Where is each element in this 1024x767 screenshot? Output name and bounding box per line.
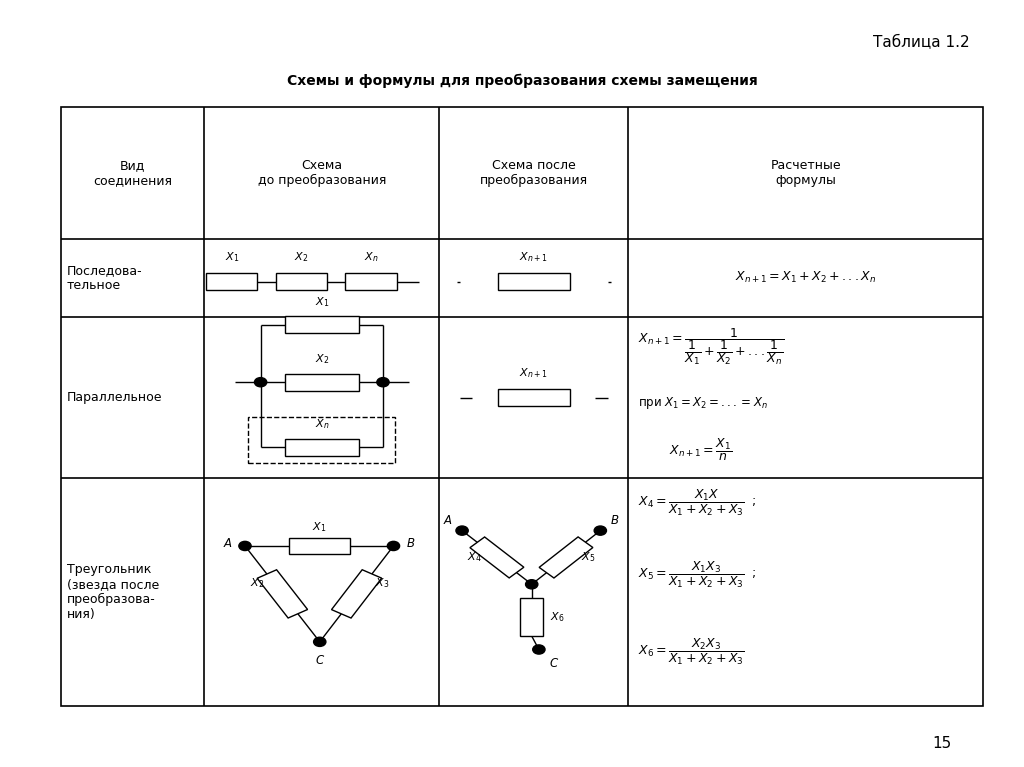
Text: $X_1$: $X_1$ bbox=[314, 295, 329, 308]
Bar bbox=[540, 537, 593, 578]
Text: Треугольник
(звезда после
преобразова-
ния): Треугольник (звезда после преобразова- н… bbox=[67, 563, 159, 621]
Circle shape bbox=[387, 542, 399, 551]
Circle shape bbox=[313, 637, 326, 647]
Bar bbox=[285, 374, 358, 390]
Text: Схема после
преобразования: Схема после преобразования bbox=[479, 159, 588, 187]
Text: Последова-
тельное: Последова- тельное bbox=[67, 264, 142, 292]
Bar bbox=[520, 597, 543, 636]
Bar bbox=[206, 273, 257, 290]
Circle shape bbox=[532, 645, 545, 654]
Circle shape bbox=[594, 526, 606, 535]
Bar bbox=[498, 273, 569, 290]
Text: B: B bbox=[407, 537, 415, 550]
Text: $X_n$: $X_n$ bbox=[314, 417, 329, 431]
Circle shape bbox=[377, 377, 389, 387]
Text: Расчетные
формулы: Расчетные формулы bbox=[770, 160, 841, 187]
Circle shape bbox=[456, 526, 468, 535]
Text: $X_3$: $X_3$ bbox=[375, 576, 389, 590]
Text: C: C bbox=[549, 657, 557, 670]
Text: B: B bbox=[610, 514, 618, 527]
Text: $X_6$: $X_6$ bbox=[550, 610, 564, 624]
Text: $X_{n+1}$: $X_{n+1}$ bbox=[519, 366, 548, 380]
Text: A: A bbox=[223, 537, 231, 550]
Bar bbox=[285, 316, 358, 333]
Text: $X_{n+1}=\dfrac{1}{\dfrac{1}{X_1}+\dfrac{1}{X_2}+...\dfrac{1}{X_n}}$: $X_{n+1}=\dfrac{1}{\dfrac{1}{X_1}+\dfrac… bbox=[639, 326, 785, 367]
Bar bbox=[275, 273, 327, 290]
Text: $X_1$: $X_1$ bbox=[224, 250, 239, 264]
Text: $X_2$: $X_2$ bbox=[250, 576, 264, 590]
Text: $X_2$: $X_2$ bbox=[314, 352, 329, 366]
Text: $X_n$: $X_n$ bbox=[364, 250, 378, 264]
Text: $X_4=\dfrac{X_1 X}{X_1+X_2+X_3}$  ;: $X_4=\dfrac{X_1 X}{X_1+X_2+X_3}$ ; bbox=[639, 488, 757, 518]
Text: $X_2$: $X_2$ bbox=[294, 250, 308, 264]
Text: Вид
соединения: Вид соединения bbox=[93, 160, 172, 187]
Text: $X_{n+1}=\dfrac{X_1}{n}$: $X_{n+1}=\dfrac{X_1}{n}$ bbox=[670, 437, 732, 463]
Bar bbox=[332, 570, 382, 618]
Text: Таблица 1.2: Таблица 1.2 bbox=[873, 35, 970, 50]
Text: C: C bbox=[315, 654, 324, 667]
Text: A: A bbox=[443, 514, 452, 527]
Bar bbox=[470, 537, 524, 578]
Bar bbox=[248, 416, 395, 463]
Text: $X_5$: $X_5$ bbox=[582, 551, 596, 565]
Text: $X_1$: $X_1$ bbox=[312, 520, 327, 534]
Text: $X_{n+1}$: $X_{n+1}$ bbox=[519, 250, 548, 264]
Bar bbox=[345, 273, 396, 290]
Text: Схема
до преобразования: Схема до преобразования bbox=[258, 159, 386, 187]
Bar bbox=[285, 439, 358, 456]
Bar bbox=[498, 389, 569, 406]
Text: $X_5=\dfrac{X_1 X_3}{X_1+X_2+X_3}$  ;: $X_5=\dfrac{X_1 X_3}{X_1+X_2+X_3}$ ; bbox=[639, 561, 757, 591]
Text: $X_6=\dfrac{X_2 X_3}{X_1+X_2+X_3}$: $X_6=\dfrac{X_2 X_3}{X_1+X_2+X_3}$ bbox=[639, 637, 744, 667]
Circle shape bbox=[239, 542, 251, 551]
Bar bbox=[289, 538, 350, 555]
Text: Схемы и формулы для преобразования схемы замещения: Схемы и формулы для преобразования схемы… bbox=[287, 74, 758, 87]
Text: при $X_1=X_2=...=X_n$: при $X_1=X_2=...=X_n$ bbox=[639, 395, 768, 411]
Text: 15: 15 bbox=[933, 736, 951, 752]
Text: $X_{n+1}=X_1+X_2+...X_n$: $X_{n+1}=X_1+X_2+...X_n$ bbox=[735, 270, 877, 285]
Bar bbox=[61, 107, 983, 706]
Bar bbox=[257, 570, 307, 618]
Circle shape bbox=[525, 580, 538, 589]
Text: $X_4$: $X_4$ bbox=[467, 551, 481, 565]
Text: Параллельное: Параллельное bbox=[67, 391, 162, 404]
Circle shape bbox=[254, 377, 266, 387]
